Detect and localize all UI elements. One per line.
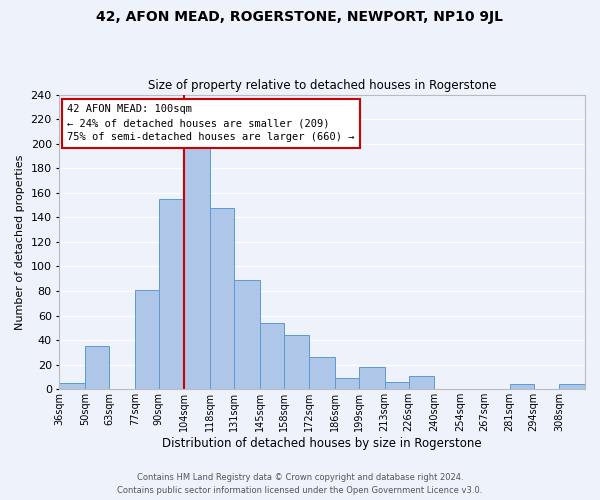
Bar (234, 280, 260, 390)
Bar (409, 376, 434, 390)
Bar (559, 384, 585, 390)
Bar (359, 367, 385, 390)
Bar (210, 208, 234, 390)
Bar (385, 382, 409, 390)
Bar (310, 358, 335, 390)
Bar (85, 346, 109, 390)
Bar (284, 336, 310, 390)
Text: Contains HM Land Registry data © Crown copyright and database right 2024.
Contai: Contains HM Land Registry data © Crown c… (118, 474, 482, 495)
Bar (184, 142, 210, 390)
Title: Size of property relative to detached houses in Rogerstone: Size of property relative to detached ho… (148, 79, 496, 92)
Bar (335, 378, 359, 390)
X-axis label: Distribution of detached houses by size in Rogerstone: Distribution of detached houses by size … (163, 437, 482, 450)
Bar (509, 384, 533, 390)
Bar (260, 323, 284, 390)
Bar (135, 290, 158, 390)
Text: 42 AFON MEAD: 100sqm
← 24% of detached houses are smaller (209)
75% of semi-deta: 42 AFON MEAD: 100sqm ← 24% of detached h… (67, 104, 354, 142)
Bar (158, 199, 184, 390)
Bar (59, 383, 85, 390)
Y-axis label: Number of detached properties: Number of detached properties (15, 154, 25, 330)
Text: 42, AFON MEAD, ROGERSTONE, NEWPORT, NP10 9JL: 42, AFON MEAD, ROGERSTONE, NEWPORT, NP10… (97, 10, 503, 24)
